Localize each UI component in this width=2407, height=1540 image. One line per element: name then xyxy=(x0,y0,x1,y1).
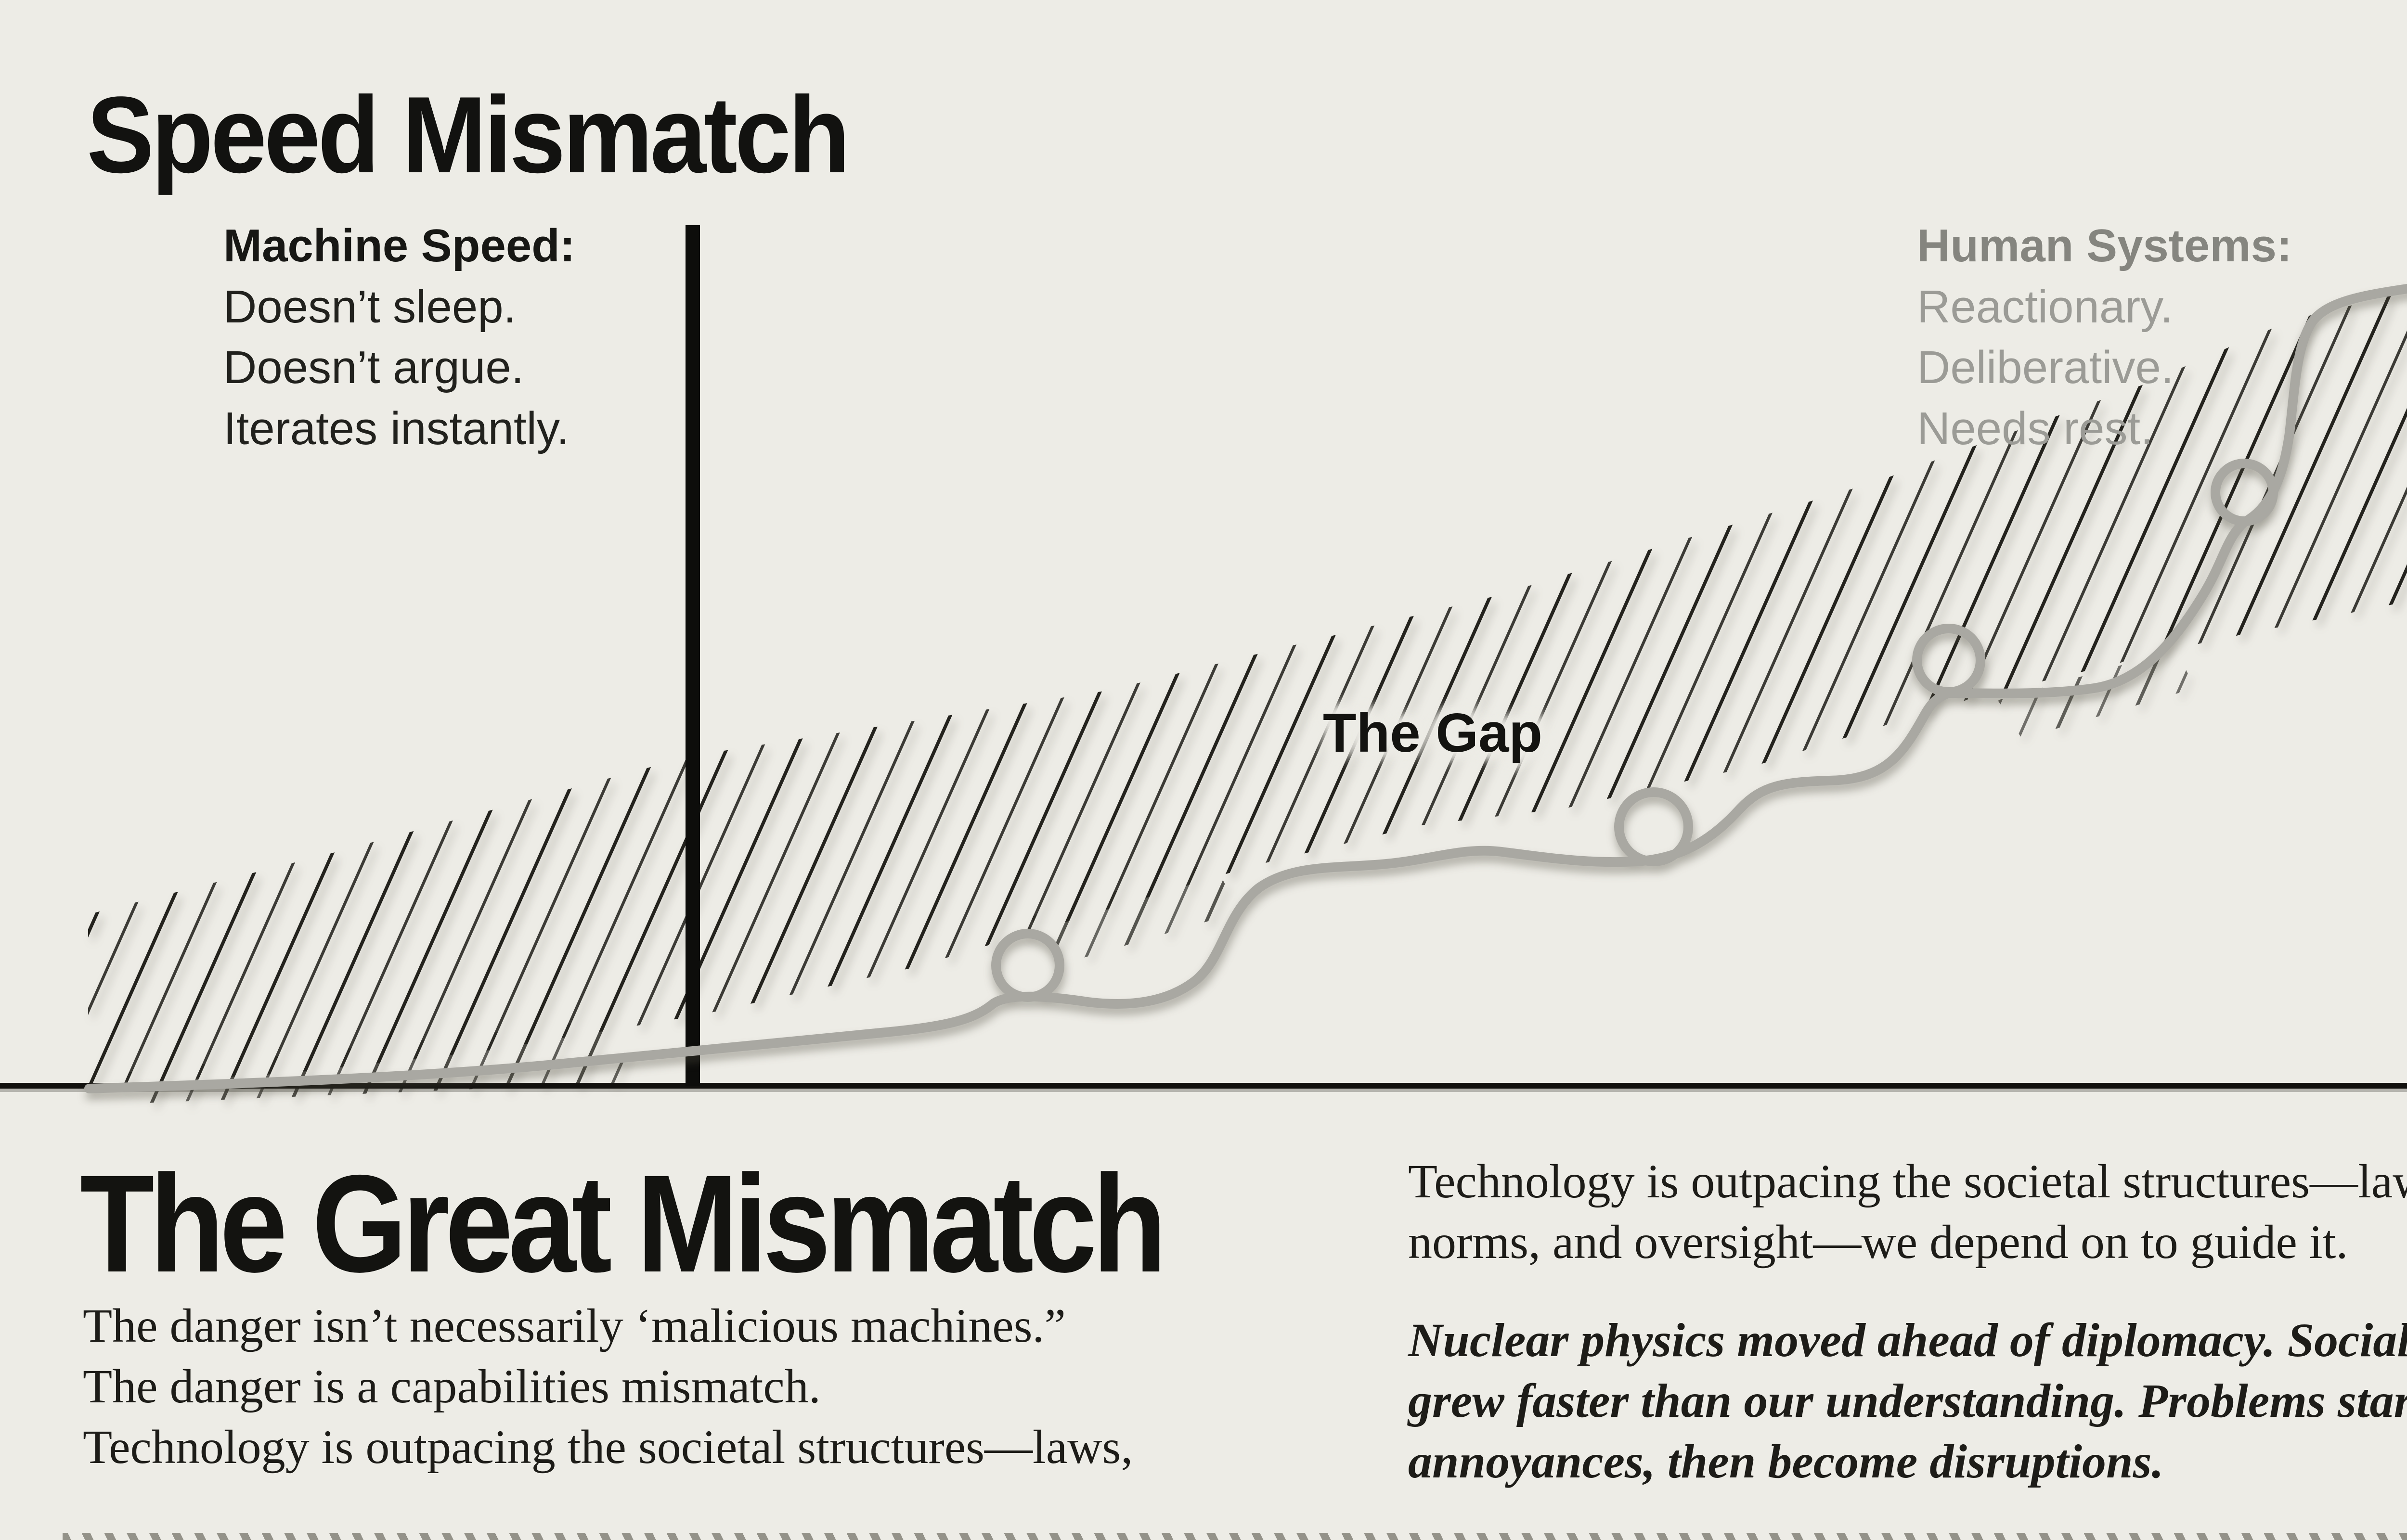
bottom-ticker-strip xyxy=(63,1533,2407,1540)
footer-left-line: The danger isn’t necessarily ‘malicious … xyxy=(83,1299,1066,1352)
footer-italic-line: Nuclear physics moved ahead of diplomacy… xyxy=(1408,1313,2407,1367)
human-systems-line: Needs rest. xyxy=(1917,403,2153,455)
machine-speed-line: Doesn’t argue. xyxy=(223,342,524,394)
footer-right-italic-paragraph: Nuclear physics moved ahead of diplomacy… xyxy=(1408,1310,2407,1492)
footer-right-line: Technology is outpacing the societal str… xyxy=(1408,1155,2407,1208)
machine-speed-bar xyxy=(686,225,700,1086)
technology-hatch-band xyxy=(88,292,2407,1103)
footer-right-line: norms, and oversight—we depend on to gui… xyxy=(1408,1215,2348,1269)
footer-right-paragraph: Technology is outpacing the societal str… xyxy=(1408,1151,2407,1272)
curve-loop-4 xyxy=(2211,459,2278,526)
footer-italic-line: annoyances, then become disruptions. xyxy=(1408,1435,2164,1488)
human-systems-curve xyxy=(84,283,2407,1093)
baseline-axis xyxy=(0,1083,2407,1092)
stray-hatch-right xyxy=(1998,650,2195,739)
human-systems-line: Reactionary. xyxy=(1917,281,2173,333)
gap-label: The Gap xyxy=(1323,703,1543,764)
human-systems-line: Deliberative. xyxy=(1917,342,2174,394)
footer-left-paragraph: The danger isn’t necessarily ‘malicious … xyxy=(83,1296,1133,1477)
machine-speed-line: Doesn’t sleep. xyxy=(223,281,517,333)
footer-italic-line: grew faster than our understanding. Prob… xyxy=(1408,1374,2407,1427)
footer-left-line: The danger is a capabilities mismatch. xyxy=(83,1360,821,1413)
footer-heading: The Great Mismatch xyxy=(80,1146,1167,1301)
curve-loop-3 xyxy=(1912,624,1985,697)
curve-loop-1 xyxy=(991,929,1064,1002)
footer-left-line: Technology is outpacing the societal str… xyxy=(83,1420,1133,1474)
page-title: Speed Mismatch xyxy=(87,74,850,195)
stray-hatch-middle xyxy=(1030,861,1240,965)
machine-speed-heading: Machine Speed: xyxy=(223,220,575,271)
machine-speed-label: Machine Speed: Doesn’t sleep. Doesn’t ar… xyxy=(223,216,575,460)
human-systems-heading: Human Systems: xyxy=(1917,220,2292,271)
curve-loop-2 xyxy=(1614,787,1693,866)
machine-speed-line: Iterates instantly. xyxy=(223,403,569,455)
human-systems-label: Human Systems: Reactionary. Deliberative… xyxy=(1917,216,2292,460)
